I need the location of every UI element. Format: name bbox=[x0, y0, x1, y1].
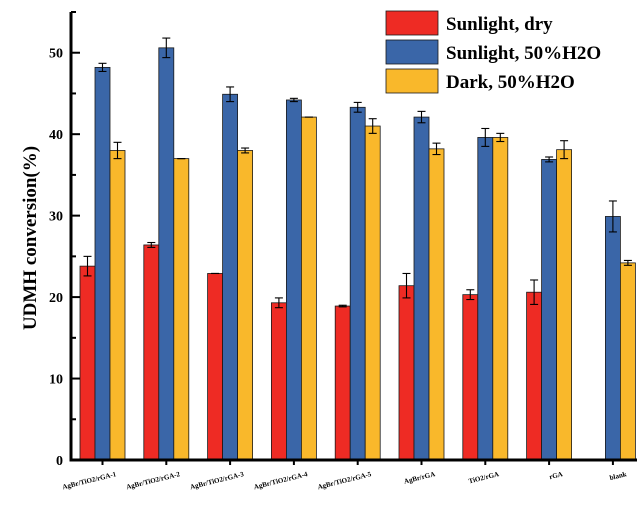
error-bar-3-1 bbox=[113, 141, 122, 160]
error-bar-3-8 bbox=[560, 140, 569, 160]
error-bar-3-9 bbox=[623, 259, 632, 266]
x-tick-labels: AgBr/TiO2/rGA-1 AgBr/TiO2/rGA-2 AgBr/TiO2/… bbox=[62, 460, 628, 491]
x-tick-label: blank bbox=[609, 470, 628, 482]
error-bar-1-2 bbox=[147, 241, 156, 248]
bar-1-1 bbox=[79, 265, 96, 461]
error-bar-2-8 bbox=[545, 156, 554, 163]
bar-2-2 bbox=[158, 47, 175, 461]
legend-label: Sunlight, dry bbox=[446, 14, 553, 35]
error-bar-2-9 bbox=[608, 200, 617, 233]
bar-3-1 bbox=[109, 150, 126, 461]
error-bar-1-4 bbox=[274, 297, 283, 309]
y-axis-title: UDMH conversion(%) bbox=[20, 146, 41, 330]
error-bar-2-4 bbox=[289, 97, 298, 103]
bar-2-3 bbox=[222, 93, 239, 461]
bar-3-2 bbox=[173, 158, 190, 461]
axes-layer bbox=[69, 12, 637, 462]
bar-1-5 bbox=[334, 305, 351, 461]
error-bar-3-6 bbox=[432, 142, 441, 156]
bar-1-2 bbox=[143, 244, 160, 461]
error-bar-2-3 bbox=[226, 86, 235, 103]
x-tick-label: AgBr/TiO2/rGA-5 bbox=[317, 470, 373, 491]
error-bar-1-7 bbox=[466, 289, 475, 301]
error-bar-3-7 bbox=[496, 132, 505, 143]
bar-2-4 bbox=[285, 99, 302, 461]
legend-label: Sunlight, 50%H2O bbox=[446, 43, 601, 64]
legend: Sunlight, dry Sunlight, 50%H2O Dark, 50%H2… bbox=[385, 10, 601, 94]
y-tick-label: 20 bbox=[49, 291, 63, 306]
x-tick-label: AgBr/TiO2/rGA-4 bbox=[253, 470, 309, 491]
bar-2-1 bbox=[94, 66, 111, 461]
bars-layer bbox=[79, 37, 636, 461]
error-bar-1-5 bbox=[338, 304, 347, 308]
legend-label: Dark, 50%H2O bbox=[446, 72, 575, 93]
bar-1-7 bbox=[462, 294, 479, 461]
bar-3-6 bbox=[428, 148, 445, 461]
error-bar-3-5 bbox=[368, 118, 377, 134]
error-bar-1-1 bbox=[83, 255, 92, 277]
bar-2-6 bbox=[413, 116, 430, 461]
error-bar-2-5 bbox=[353, 101, 362, 113]
bar-3-7 bbox=[492, 137, 509, 461]
bar-1-4 bbox=[270, 302, 287, 461]
bar-1-6 bbox=[398, 285, 415, 461]
legend-swatch bbox=[385, 68, 439, 94]
y-tick-label: 50 bbox=[49, 47, 63, 62]
error-bar-2-2 bbox=[162, 37, 171, 59]
bar-3-8 bbox=[556, 149, 572, 461]
y-tick-label: 30 bbox=[49, 210, 63, 225]
bar-3-5 bbox=[364, 125, 381, 461]
y-tick-label: 10 bbox=[49, 373, 63, 388]
bar-3-4 bbox=[300, 116, 317, 461]
x-tick-label: AgBr/TiO2/rGA-2 bbox=[125, 470, 181, 491]
bar-3-9 bbox=[620, 262, 636, 461]
bar-2-7 bbox=[477, 137, 494, 461]
error-bar-2-7 bbox=[481, 127, 490, 147]
error-bar-1-6 bbox=[402, 272, 411, 299]
legend-swatch bbox=[385, 39, 439, 65]
legend-swatch bbox=[385, 10, 439, 36]
error-bar-2-6 bbox=[417, 110, 426, 124]
bar-1-8 bbox=[526, 291, 542, 461]
error-bar-1-8 bbox=[530, 279, 539, 305]
y-tick-label: 40 bbox=[49, 128, 63, 143]
bar-2-5 bbox=[349, 106, 366, 461]
error-bar-2-1 bbox=[98, 62, 107, 73]
bar-2-8 bbox=[541, 159, 557, 461]
x-tick-label: AgBr/TiO2/rGA-3 bbox=[189, 470, 245, 491]
bar-1-3 bbox=[207, 273, 224, 461]
x-tick-label: rGA bbox=[548, 470, 563, 481]
x-tick-label: AgBr/TiO2/rGA-1 bbox=[62, 470, 118, 491]
y-tick-label: 0 bbox=[56, 454, 63, 469]
x-tick-label: AgBr/rGA bbox=[403, 470, 436, 485]
bar-2-9 bbox=[605, 216, 621, 461]
error-bar-3-3 bbox=[241, 147, 250, 154]
bar-3-3 bbox=[237, 150, 254, 461]
x-tick-label: TiO2/rGA bbox=[468, 470, 500, 485]
y-ticks: 0 10 20 30 40 50 bbox=[49, 11, 80, 469]
